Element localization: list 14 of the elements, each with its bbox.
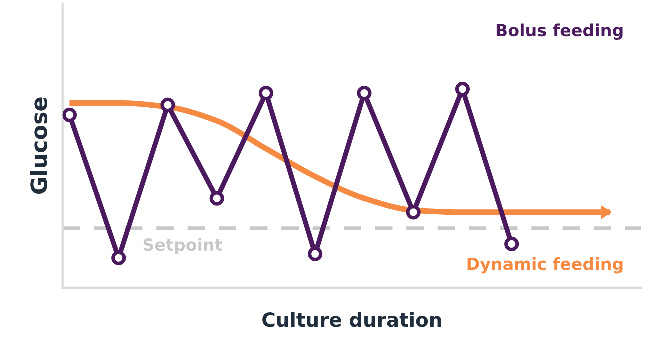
point [406,205,421,220]
x-axis-title: Culture duration [262,312,442,328]
point [62,108,78,122]
text: Dynamic feeding [468,257,623,274]
point [308,246,323,262]
point [160,98,176,112]
point [357,86,372,101]
point [455,82,470,97]
text: Bolus feeding [496,24,623,40]
point [210,191,224,206]
point [504,236,520,252]
y-axis-title: Glucose [30,98,48,194]
point [112,250,126,266]
point [258,86,274,101]
